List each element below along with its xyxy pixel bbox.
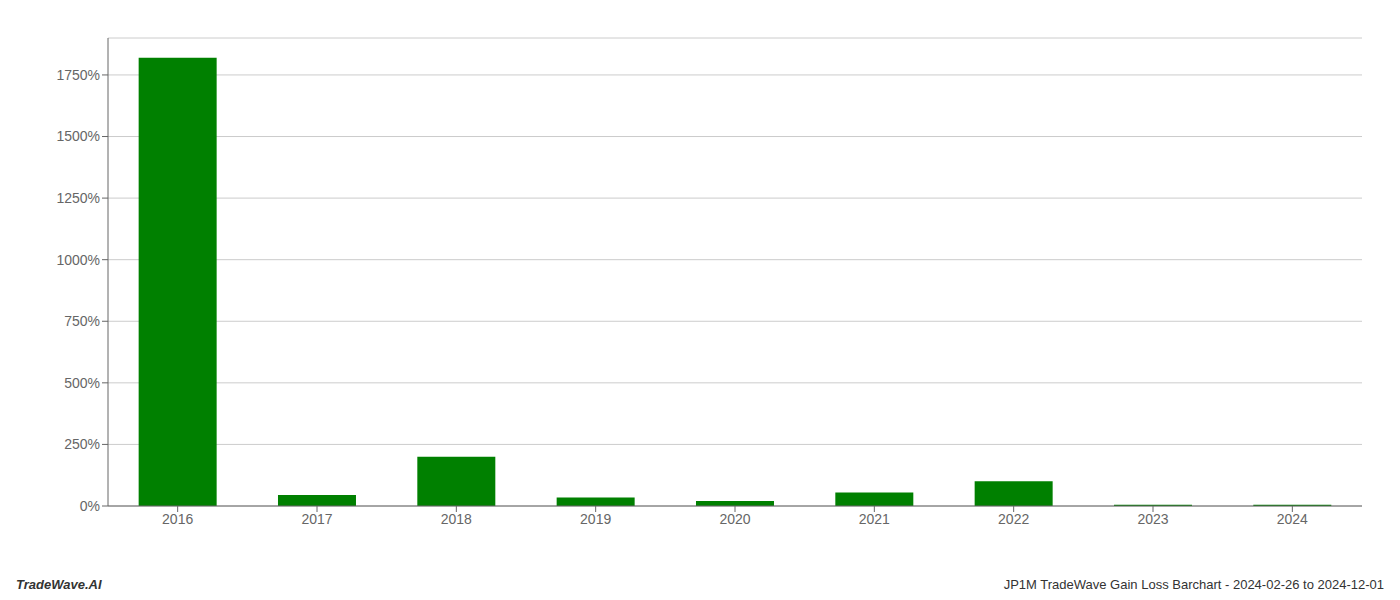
svg-text:250%: 250% <box>64 436 100 452</box>
svg-text:500%: 500% <box>64 375 100 391</box>
svg-text:2021: 2021 <box>859 511 890 527</box>
svg-text:1250%: 1250% <box>56 190 100 206</box>
svg-text:2020: 2020 <box>719 511 750 527</box>
svg-text:2018: 2018 <box>441 511 472 527</box>
svg-text:0%: 0% <box>80 498 100 514</box>
svg-text:2024: 2024 <box>1277 511 1308 527</box>
svg-text:1500%: 1500% <box>56 128 100 144</box>
svg-text:2019: 2019 <box>580 511 611 527</box>
svg-text:2022: 2022 <box>998 511 1029 527</box>
html-text:TradeWave.AI: TradeWave.AI <box>16 577 102 592</box>
svg-text:2016: 2016 <box>162 511 193 527</box>
svg-text:2017: 2017 <box>301 511 332 527</box>
html-text:JP1M TradeWave Gain Loss Barch: JP1M TradeWave Gain Loss Barchart - 2024… <box>1003 577 1384 592</box>
svg-text:1000%: 1000% <box>56 252 100 268</box>
svg-text:750%: 750% <box>64 313 100 329</box>
svg-text:2023: 2023 <box>1137 511 1168 527</box>
svg-text:1750%: 1750% <box>56 67 100 83</box>
